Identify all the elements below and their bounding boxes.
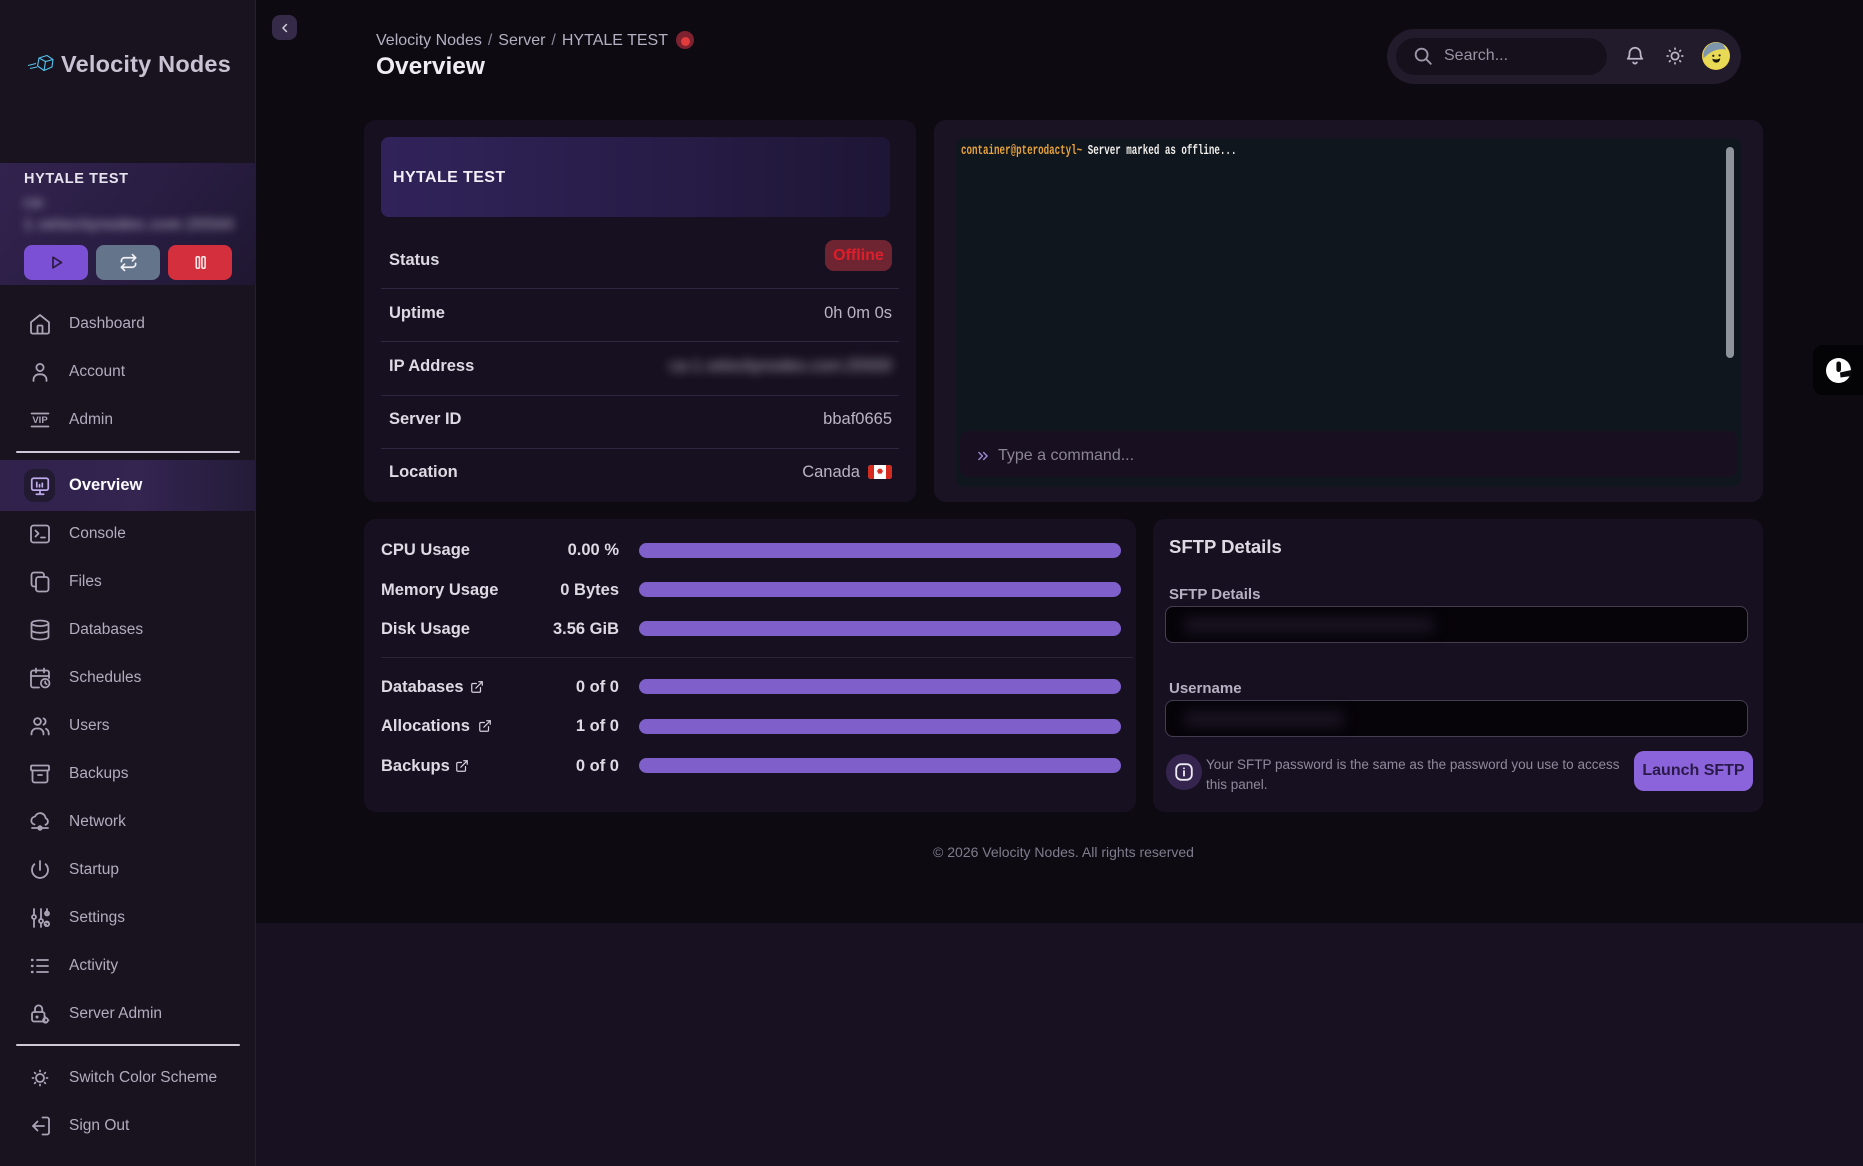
svg-text:VIP: VIP: [32, 415, 48, 426]
